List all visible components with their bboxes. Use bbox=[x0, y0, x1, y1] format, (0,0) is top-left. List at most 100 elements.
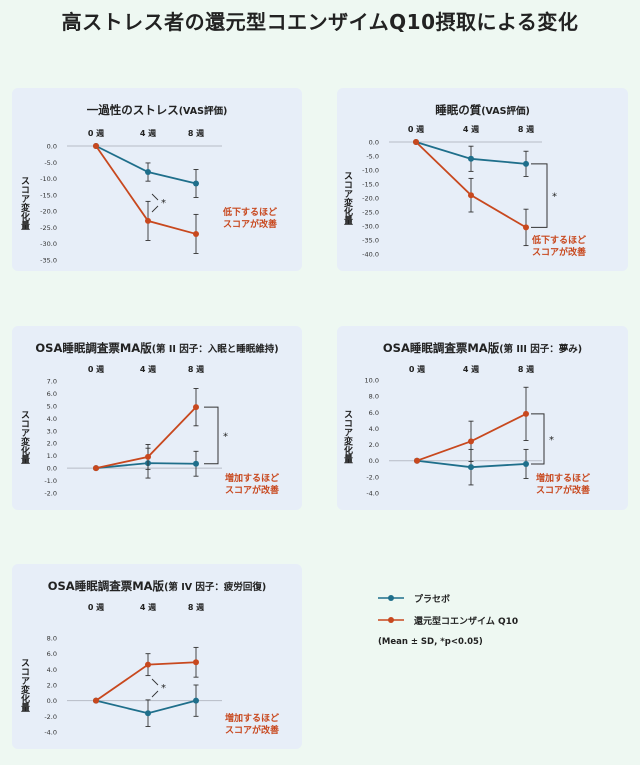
chart-title: OSA睡眠調査票MA版(第 III 因子：夢み) bbox=[382, 341, 583, 355]
legend-item-coq10: 還元型コエンザイム Q10 bbox=[378, 609, 518, 631]
y-tick-label: -20.0 bbox=[40, 208, 57, 216]
y-tick-label: 2.0 bbox=[47, 682, 57, 690]
chart-stress: 0.0 -5.0 -10.0 -15.0 -20.0 -25.0 -30.0 -35.0 0 週… bbox=[19, 129, 277, 265]
x-tick-label: 8 週 bbox=[188, 129, 204, 138]
legend-swatch-placebo bbox=[378, 595, 404, 601]
chart-title: 睡眠の質(VAS評価) bbox=[435, 103, 530, 117]
significance-tick bbox=[151, 678, 159, 686]
y-tick-label: 0.0 bbox=[47, 143, 57, 151]
chart-panel-osa-factor-4: OSA睡眠調査票MA版(第 IV 因子：疲労回復) 8.0 6.0 4.0 2.0 0.… bbox=[12, 564, 302, 749]
data-point bbox=[468, 464, 474, 471]
chart-title: OSA睡眠調査票MA版(第 II 因子：入眠と睡眠維持) bbox=[35, 341, 279, 355]
significance-bracket bbox=[531, 413, 545, 465]
y-axis-label: スコア変化量 bbox=[19, 410, 30, 465]
y-tick-label: 4.0 bbox=[369, 425, 379, 433]
improvement-note: スコアが改善 bbox=[223, 218, 277, 230]
data-point bbox=[523, 224, 529, 231]
data-point bbox=[414, 457, 420, 464]
significance-star: * bbox=[161, 198, 166, 209]
page-title: 高ストレス者の還元型コエンザイムQ10摂取による変化 bbox=[61, 10, 579, 34]
y-tick-label: -20.0 bbox=[362, 195, 379, 203]
y-tick-label: -25.0 bbox=[40, 224, 57, 232]
y-tick-label: 10.0 bbox=[365, 377, 379, 385]
y-tick-label: -15.0 bbox=[40, 191, 57, 199]
chart-panel-stress: 一過性のストレス(VAS評価) 0.0 -5.0 -10.0 -15.0 -20.0 -2… bbox=[12, 88, 302, 271]
chart-panel-osa-factor-3: OSA睡眠調査票MA版(第 III 因子：夢み) 10.0 8.0 6.0 4.0 2.… bbox=[337, 326, 628, 510]
data-point bbox=[468, 438, 474, 445]
y-tick-label: 0.0 bbox=[369, 139, 379, 147]
significance-star: * bbox=[161, 683, 166, 694]
x-tick-label: 8 週 bbox=[188, 365, 204, 374]
legend-label-coq10: 還元型コエンザイム Q10 bbox=[414, 616, 519, 627]
y-tick-label: 2.0 bbox=[369, 441, 379, 449]
chart-panel-osa-factor-2: OSA睡眠調査票MA版(第 II 因子：入眠と睡眠維持) 7.0 6.0 5.0 4.… bbox=[12, 326, 302, 510]
significance-star: * bbox=[552, 192, 557, 203]
improvement-note: 低下するほど bbox=[531, 234, 586, 246]
data-point bbox=[468, 155, 474, 162]
data-point bbox=[523, 410, 529, 417]
y-tick-label: 0.0 bbox=[369, 457, 379, 465]
chart-osa-factor-2: 7.0 6.0 5.0 4.0 3.0 2.0 1.0 0.0 -1.0 -2.0 0 週 4 週 8 … bbox=[19, 365, 279, 498]
data-point bbox=[193, 460, 199, 467]
legend: プラセボ 還元型コエンザイム Q10 (Mean ± SD, *p<0.05) bbox=[378, 587, 518, 647]
y-tick-label: -2.0 bbox=[44, 713, 57, 721]
data-point bbox=[145, 217, 151, 224]
y-tick-label: 3.0 bbox=[47, 427, 57, 435]
y-tick-label: 4.0 bbox=[47, 415, 57, 423]
y-tick-label: 1.0 bbox=[47, 452, 57, 460]
y-axis-label: スコア変化量 bbox=[342, 171, 353, 226]
y-tick-label: -5.0 bbox=[366, 153, 379, 161]
legend-note: (Mean ± SD, *p<0.05) bbox=[378, 637, 483, 647]
data-point bbox=[193, 697, 199, 704]
y-tick-label: -1.0 bbox=[44, 477, 57, 485]
data-point bbox=[93, 465, 99, 472]
data-point bbox=[145, 661, 151, 668]
legend-swatch-coq10 bbox=[378, 617, 404, 623]
improvement-note: 増加するほど bbox=[225, 472, 279, 484]
y-tick-label: -4.0 bbox=[44, 729, 57, 737]
data-point bbox=[193, 180, 199, 187]
y-tick-label: 6.0 bbox=[47, 650, 57, 658]
data-point bbox=[523, 160, 529, 167]
y-tick-label: -30.0 bbox=[362, 223, 379, 231]
x-tick-label: 8 週 bbox=[518, 365, 534, 374]
y-tick-label: 8.0 bbox=[369, 393, 379, 401]
improvement-note: スコアが改善 bbox=[532, 246, 586, 258]
data-point bbox=[145, 169, 151, 176]
y-axis-label: スコア変化量 bbox=[342, 410, 353, 465]
y-tick-label: 0.0 bbox=[47, 465, 57, 473]
significance-tick bbox=[151, 205, 159, 213]
x-tick-label: 4 週 bbox=[140, 365, 156, 374]
x-tick-label: 0 週 bbox=[88, 603, 104, 612]
y-tick-label: -35.0 bbox=[40, 257, 57, 265]
data-point bbox=[193, 230, 199, 237]
improvement-note: 低下するほど bbox=[222, 206, 277, 218]
x-tick-label: 8 週 bbox=[188, 603, 204, 612]
y-tick-label: -30.0 bbox=[40, 240, 57, 248]
chart-title: OSA睡眠調査票MA版(第 IV 因子：疲労回復) bbox=[47, 579, 267, 593]
significance-star: * bbox=[223, 431, 228, 442]
x-tick-label: 0 週 bbox=[409, 365, 425, 374]
series-line bbox=[95, 661, 197, 702]
significance-star: * bbox=[549, 435, 554, 446]
x-tick-label: 4 週 bbox=[463, 365, 479, 374]
y-tick-label: 6.0 bbox=[47, 390, 57, 398]
y-tick-label: 4.0 bbox=[47, 666, 57, 674]
chart-sleep-quality: 0.0 -5.0 -10.0 -15.0 -20.0 -25.0 -30.0 -35.0 -40… bbox=[342, 125, 586, 259]
significance-tick bbox=[151, 193, 159, 201]
y-tick-label: -25.0 bbox=[362, 209, 379, 217]
data-point bbox=[413, 139, 419, 145]
y-tick-label: 7.0 bbox=[47, 378, 57, 386]
improvement-note: 増加するほど bbox=[536, 472, 590, 484]
y-tick-label: 0.0 bbox=[47, 697, 57, 705]
significance-tick bbox=[151, 690, 159, 698]
x-tick-label: 0 週 bbox=[408, 125, 424, 134]
x-tick-label: 0 週 bbox=[88, 129, 104, 138]
chart-title: 一過性のストレス(VAS評価) bbox=[86, 103, 228, 117]
data-point bbox=[468, 192, 474, 199]
data-point bbox=[193, 659, 199, 666]
y-tick-label: -4.0 bbox=[366, 490, 379, 498]
improvement-note: 増加するほど bbox=[225, 712, 279, 724]
y-tick-label: -2.0 bbox=[44, 490, 57, 498]
